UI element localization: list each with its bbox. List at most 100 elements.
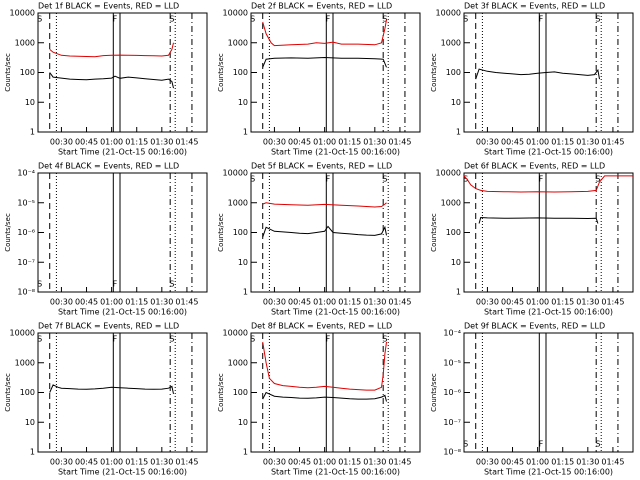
chart-title: Det 7f BLACK = Events, RED = LLD bbox=[38, 322, 179, 331]
x-tick-label: 01:45 bbox=[601, 298, 624, 307]
x-axis-label: Start Time (21-Oct-15 00:16:00) bbox=[271, 468, 400, 477]
annotation: F bbox=[539, 15, 544, 24]
y-tick-label: 10 bbox=[25, 418, 35, 427]
y-tick-label: 10⁻⁶ bbox=[17, 228, 35, 237]
x-tick-label: 01:45 bbox=[388, 458, 411, 467]
y-tick-label: 100 bbox=[446, 228, 461, 237]
annotation: F bbox=[113, 335, 118, 344]
annotation: S bbox=[463, 440, 468, 449]
chart-title: Det 8f BLACK = Events, RED = LLD bbox=[251, 322, 392, 331]
x-tick-label: 01:00 bbox=[526, 138, 549, 147]
x-tick-label: 00:45 bbox=[288, 298, 311, 307]
y-tick-label: 1 bbox=[456, 128, 461, 137]
x-tick-label: 01:00 bbox=[313, 138, 336, 147]
y-tick-label: 10⁻⁵ bbox=[443, 358, 461, 367]
y-axis-label: Counts/sec bbox=[430, 53, 438, 92]
y-tick-label: 10000 bbox=[10, 329, 35, 338]
y-tick-label: 100 bbox=[233, 228, 248, 237]
x-tick-label: 01:45 bbox=[388, 138, 411, 147]
series-line bbox=[262, 391, 387, 402]
x-tick-label: 00:30 bbox=[50, 138, 73, 147]
x-axis-label: Start Time (21-Oct-15 00:16:00) bbox=[58, 468, 187, 477]
x-tick-label: 01:45 bbox=[601, 138, 624, 147]
series-line bbox=[478, 216, 599, 224]
x-tick-label: 01:00 bbox=[526, 298, 549, 307]
y-tick-label: 10 bbox=[25, 98, 35, 107]
y-tick-label: 1000 bbox=[228, 198, 248, 207]
y-tick-label: 1 bbox=[243, 128, 248, 137]
y-tick-label: 100 bbox=[20, 68, 35, 77]
x-tick-label: 00:30 bbox=[263, 138, 286, 147]
series-line bbox=[262, 56, 387, 68]
series-line bbox=[262, 19, 387, 47]
annotation: F bbox=[326, 175, 331, 184]
x-tick-label: 01:15 bbox=[338, 458, 361, 467]
series-line bbox=[475, 68, 600, 80]
y-tick-label: 10 bbox=[238, 98, 248, 107]
plot-frame bbox=[463, 332, 634, 453]
x-tick-label: 01:30 bbox=[150, 458, 173, 467]
y-tick-label: 10 bbox=[451, 258, 461, 267]
annotation: S bbox=[595, 175, 600, 184]
x-axis-label: Start Time (21-Oct-15 00:16:00) bbox=[271, 308, 400, 317]
plot-frame bbox=[37, 12, 208, 133]
x-tick-label: 01:15 bbox=[551, 138, 574, 147]
annotation: S bbox=[250, 175, 255, 184]
y-axis-label: Counts/sec bbox=[217, 373, 225, 412]
x-tick-label: 00:30 bbox=[50, 458, 73, 467]
y-tick-label: 1 bbox=[243, 288, 248, 297]
x-tick-label: 00:30 bbox=[50, 298, 73, 307]
y-tick-label: 1000 bbox=[441, 198, 461, 207]
x-tick-label: 01:00 bbox=[313, 458, 336, 467]
x-tick-label: 01:15 bbox=[125, 458, 148, 467]
y-tick-label: 10⁻⁸ bbox=[443, 448, 461, 457]
x-tick-label: 01:45 bbox=[388, 298, 411, 307]
annotation: S bbox=[463, 15, 468, 24]
annotation: S bbox=[595, 15, 600, 24]
x-tick-label: 01:45 bbox=[175, 138, 198, 147]
chart-title: Det 4f BLACK = Events, RED = LLD bbox=[38, 162, 179, 171]
x-tick-label: 01:45 bbox=[601, 458, 624, 467]
x-tick-label: 01:30 bbox=[576, 458, 599, 467]
series-line bbox=[49, 384, 174, 395]
x-tick-label: 00:30 bbox=[476, 298, 499, 307]
x-tick-label: 01:30 bbox=[363, 138, 386, 147]
x-tick-label: 01:15 bbox=[551, 458, 574, 467]
x-tick-label: 00:30 bbox=[263, 298, 286, 307]
x-axis-label: Start Time (21-Oct-15 00:16:00) bbox=[484, 148, 613, 157]
x-tick-label: 01:00 bbox=[100, 298, 123, 307]
x-axis-label: Start Time (21-Oct-15 00:16:00) bbox=[271, 148, 400, 157]
y-axis-label: Counts/sec bbox=[430, 213, 438, 252]
x-tick-label: 01:00 bbox=[526, 458, 549, 467]
annotation: S bbox=[169, 335, 174, 344]
series-line bbox=[262, 341, 387, 391]
y-axis-label: Counts/sec bbox=[4, 213, 12, 252]
x-tick-label: 00:45 bbox=[288, 458, 311, 467]
x-axis-label: Start Time (21-Oct-15 00:16:00) bbox=[484, 308, 613, 317]
y-axis-label: Counts/sec bbox=[4, 373, 12, 412]
annotation: S bbox=[37, 335, 42, 344]
chart-title: Det 2f BLACK = Events, RED = LLD bbox=[251, 2, 392, 11]
chart-title: Det 3f BLACK = Events, RED = LLD bbox=[464, 2, 605, 11]
y-tick-label: 10⁻⁸ bbox=[17, 288, 35, 297]
x-tick-label: 01:15 bbox=[551, 298, 574, 307]
y-tick-label: 10 bbox=[238, 418, 248, 427]
chart-title: Det 1f BLACK = Events, RED = LLD bbox=[38, 2, 179, 11]
annotation: S bbox=[169, 15, 174, 24]
y-tick-label: 1000 bbox=[15, 38, 35, 47]
plot-frame bbox=[37, 332, 208, 453]
plot-frame bbox=[463, 172, 634, 293]
y-tick-label: 100 bbox=[446, 68, 461, 77]
plot-frame bbox=[37, 172, 208, 293]
y-tick-label: 1 bbox=[243, 448, 248, 457]
annotation: S bbox=[250, 335, 255, 344]
x-tick-label: 01:00 bbox=[100, 458, 123, 467]
y-tick-label: 100 bbox=[20, 388, 35, 397]
annotation: S bbox=[37, 15, 42, 24]
y-tick-label: 100 bbox=[233, 388, 248, 397]
x-tick-label: 01:45 bbox=[175, 298, 198, 307]
x-tick-label: 00:45 bbox=[75, 138, 98, 147]
annotation: S bbox=[595, 440, 600, 449]
y-tick-label: 1 bbox=[30, 448, 35, 457]
